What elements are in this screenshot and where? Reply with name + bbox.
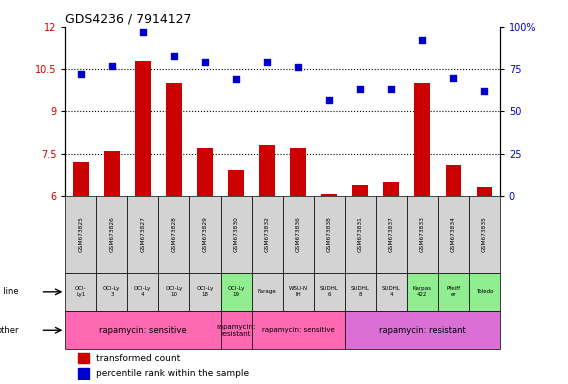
Point (417, 37, 427, 43)
Bar (78, 353, 89, 363)
Point (262, 59, 272, 65)
Text: GSM673826: GSM673826 (110, 216, 114, 252)
FancyBboxPatch shape (252, 311, 345, 349)
Text: GSM673830: GSM673830 (233, 216, 239, 252)
Text: Pfeiff
er: Pfeiff er (446, 286, 460, 297)
Text: GSM673825: GSM673825 (78, 216, 83, 252)
FancyBboxPatch shape (127, 196, 158, 273)
FancyBboxPatch shape (345, 273, 375, 311)
Point (356, 86, 365, 93)
FancyBboxPatch shape (252, 196, 283, 273)
Text: WSU-N
IH: WSU-N IH (289, 286, 308, 297)
Bar (445, 165, 461, 196)
Bar (78, 368, 89, 379)
Text: Toledo: Toledo (475, 289, 493, 295)
FancyBboxPatch shape (407, 196, 438, 273)
FancyBboxPatch shape (252, 273, 283, 311)
Point (107, 63, 116, 69)
FancyBboxPatch shape (65, 273, 97, 311)
FancyBboxPatch shape (190, 196, 220, 273)
Text: rapamycin:
resistant: rapamycin: resistant (216, 324, 256, 337)
Text: GSM673833: GSM673833 (420, 216, 425, 252)
Text: OCI-
Ly1: OCI- Ly1 (75, 286, 87, 297)
FancyBboxPatch shape (345, 311, 500, 349)
Text: OCI-Ly
10: OCI-Ly 10 (165, 286, 183, 297)
Bar (166, 83, 182, 196)
Bar (228, 170, 244, 196)
Point (387, 86, 396, 93)
FancyBboxPatch shape (283, 196, 314, 273)
FancyBboxPatch shape (283, 273, 314, 311)
Point (76, 71, 85, 77)
Text: GDS4236 / 7914127: GDS4236 / 7914127 (65, 13, 192, 26)
Text: GSM673827: GSM673827 (140, 216, 145, 252)
Point (480, 88, 489, 94)
Bar (135, 61, 151, 196)
Text: GSM673832: GSM673832 (265, 216, 270, 252)
Text: other: other (0, 326, 19, 335)
Text: SUDHL
6: SUDHL 6 (320, 286, 339, 297)
Text: transformed count: transformed count (96, 354, 180, 362)
Text: rapamycin: resistant: rapamycin: resistant (379, 326, 466, 335)
FancyBboxPatch shape (375, 273, 407, 311)
FancyBboxPatch shape (407, 273, 438, 311)
Point (139, 29, 148, 35)
Text: OCI-Ly
3: OCI-Ly 3 (103, 286, 120, 297)
Bar (290, 148, 306, 196)
Text: GSM673838: GSM673838 (327, 216, 332, 252)
Bar (321, 194, 337, 196)
Bar (352, 185, 368, 196)
Bar (73, 162, 89, 196)
Text: GSM673829: GSM673829 (202, 216, 207, 252)
FancyBboxPatch shape (190, 273, 220, 311)
Bar (197, 148, 213, 196)
FancyBboxPatch shape (438, 196, 469, 273)
Text: Farage: Farage (258, 289, 277, 295)
Text: Karpas
422: Karpas 422 (413, 286, 432, 297)
FancyBboxPatch shape (314, 273, 345, 311)
Point (294, 65, 303, 71)
Point (201, 59, 210, 65)
Bar (260, 145, 275, 196)
Point (449, 74, 458, 81)
Text: GSM673831: GSM673831 (358, 216, 363, 252)
Text: GSM673828: GSM673828 (172, 216, 177, 252)
Point (324, 96, 333, 103)
FancyBboxPatch shape (438, 273, 469, 311)
Text: rapamycin: sensitive: rapamycin: sensitive (262, 327, 335, 333)
Bar (415, 83, 430, 196)
FancyBboxPatch shape (469, 273, 500, 311)
FancyBboxPatch shape (220, 311, 252, 349)
Text: GSM673834: GSM673834 (451, 216, 456, 252)
Bar (383, 182, 399, 196)
Bar (477, 187, 492, 196)
FancyBboxPatch shape (345, 196, 375, 273)
FancyBboxPatch shape (97, 196, 127, 273)
FancyBboxPatch shape (314, 196, 345, 273)
Text: rapamycin: sensitive: rapamycin: sensitive (99, 326, 187, 335)
Point (232, 76, 241, 82)
FancyBboxPatch shape (220, 273, 252, 311)
Text: SUDHL
4: SUDHL 4 (382, 286, 400, 297)
Text: GSM673836: GSM673836 (295, 216, 300, 252)
FancyBboxPatch shape (220, 196, 252, 273)
FancyBboxPatch shape (158, 196, 190, 273)
FancyBboxPatch shape (65, 311, 220, 349)
FancyBboxPatch shape (469, 196, 500, 273)
Point (169, 53, 178, 59)
Text: OCI-Ly
4: OCI-Ly 4 (134, 286, 152, 297)
FancyBboxPatch shape (158, 273, 190, 311)
FancyBboxPatch shape (97, 273, 127, 311)
FancyBboxPatch shape (127, 273, 158, 311)
Text: percentile rank within the sample: percentile rank within the sample (96, 369, 249, 378)
FancyBboxPatch shape (375, 196, 407, 273)
Text: SUDHL
8: SUDHL 8 (350, 286, 370, 297)
Text: GSM673837: GSM673837 (389, 216, 394, 252)
FancyBboxPatch shape (65, 196, 97, 273)
Text: OCI-Ly
18: OCI-Ly 18 (197, 286, 214, 297)
Text: cell line: cell line (0, 287, 19, 296)
Text: GSM673835: GSM673835 (482, 216, 487, 252)
Bar (104, 151, 120, 196)
Text: OCI-Ly
19: OCI-Ly 19 (227, 286, 245, 297)
